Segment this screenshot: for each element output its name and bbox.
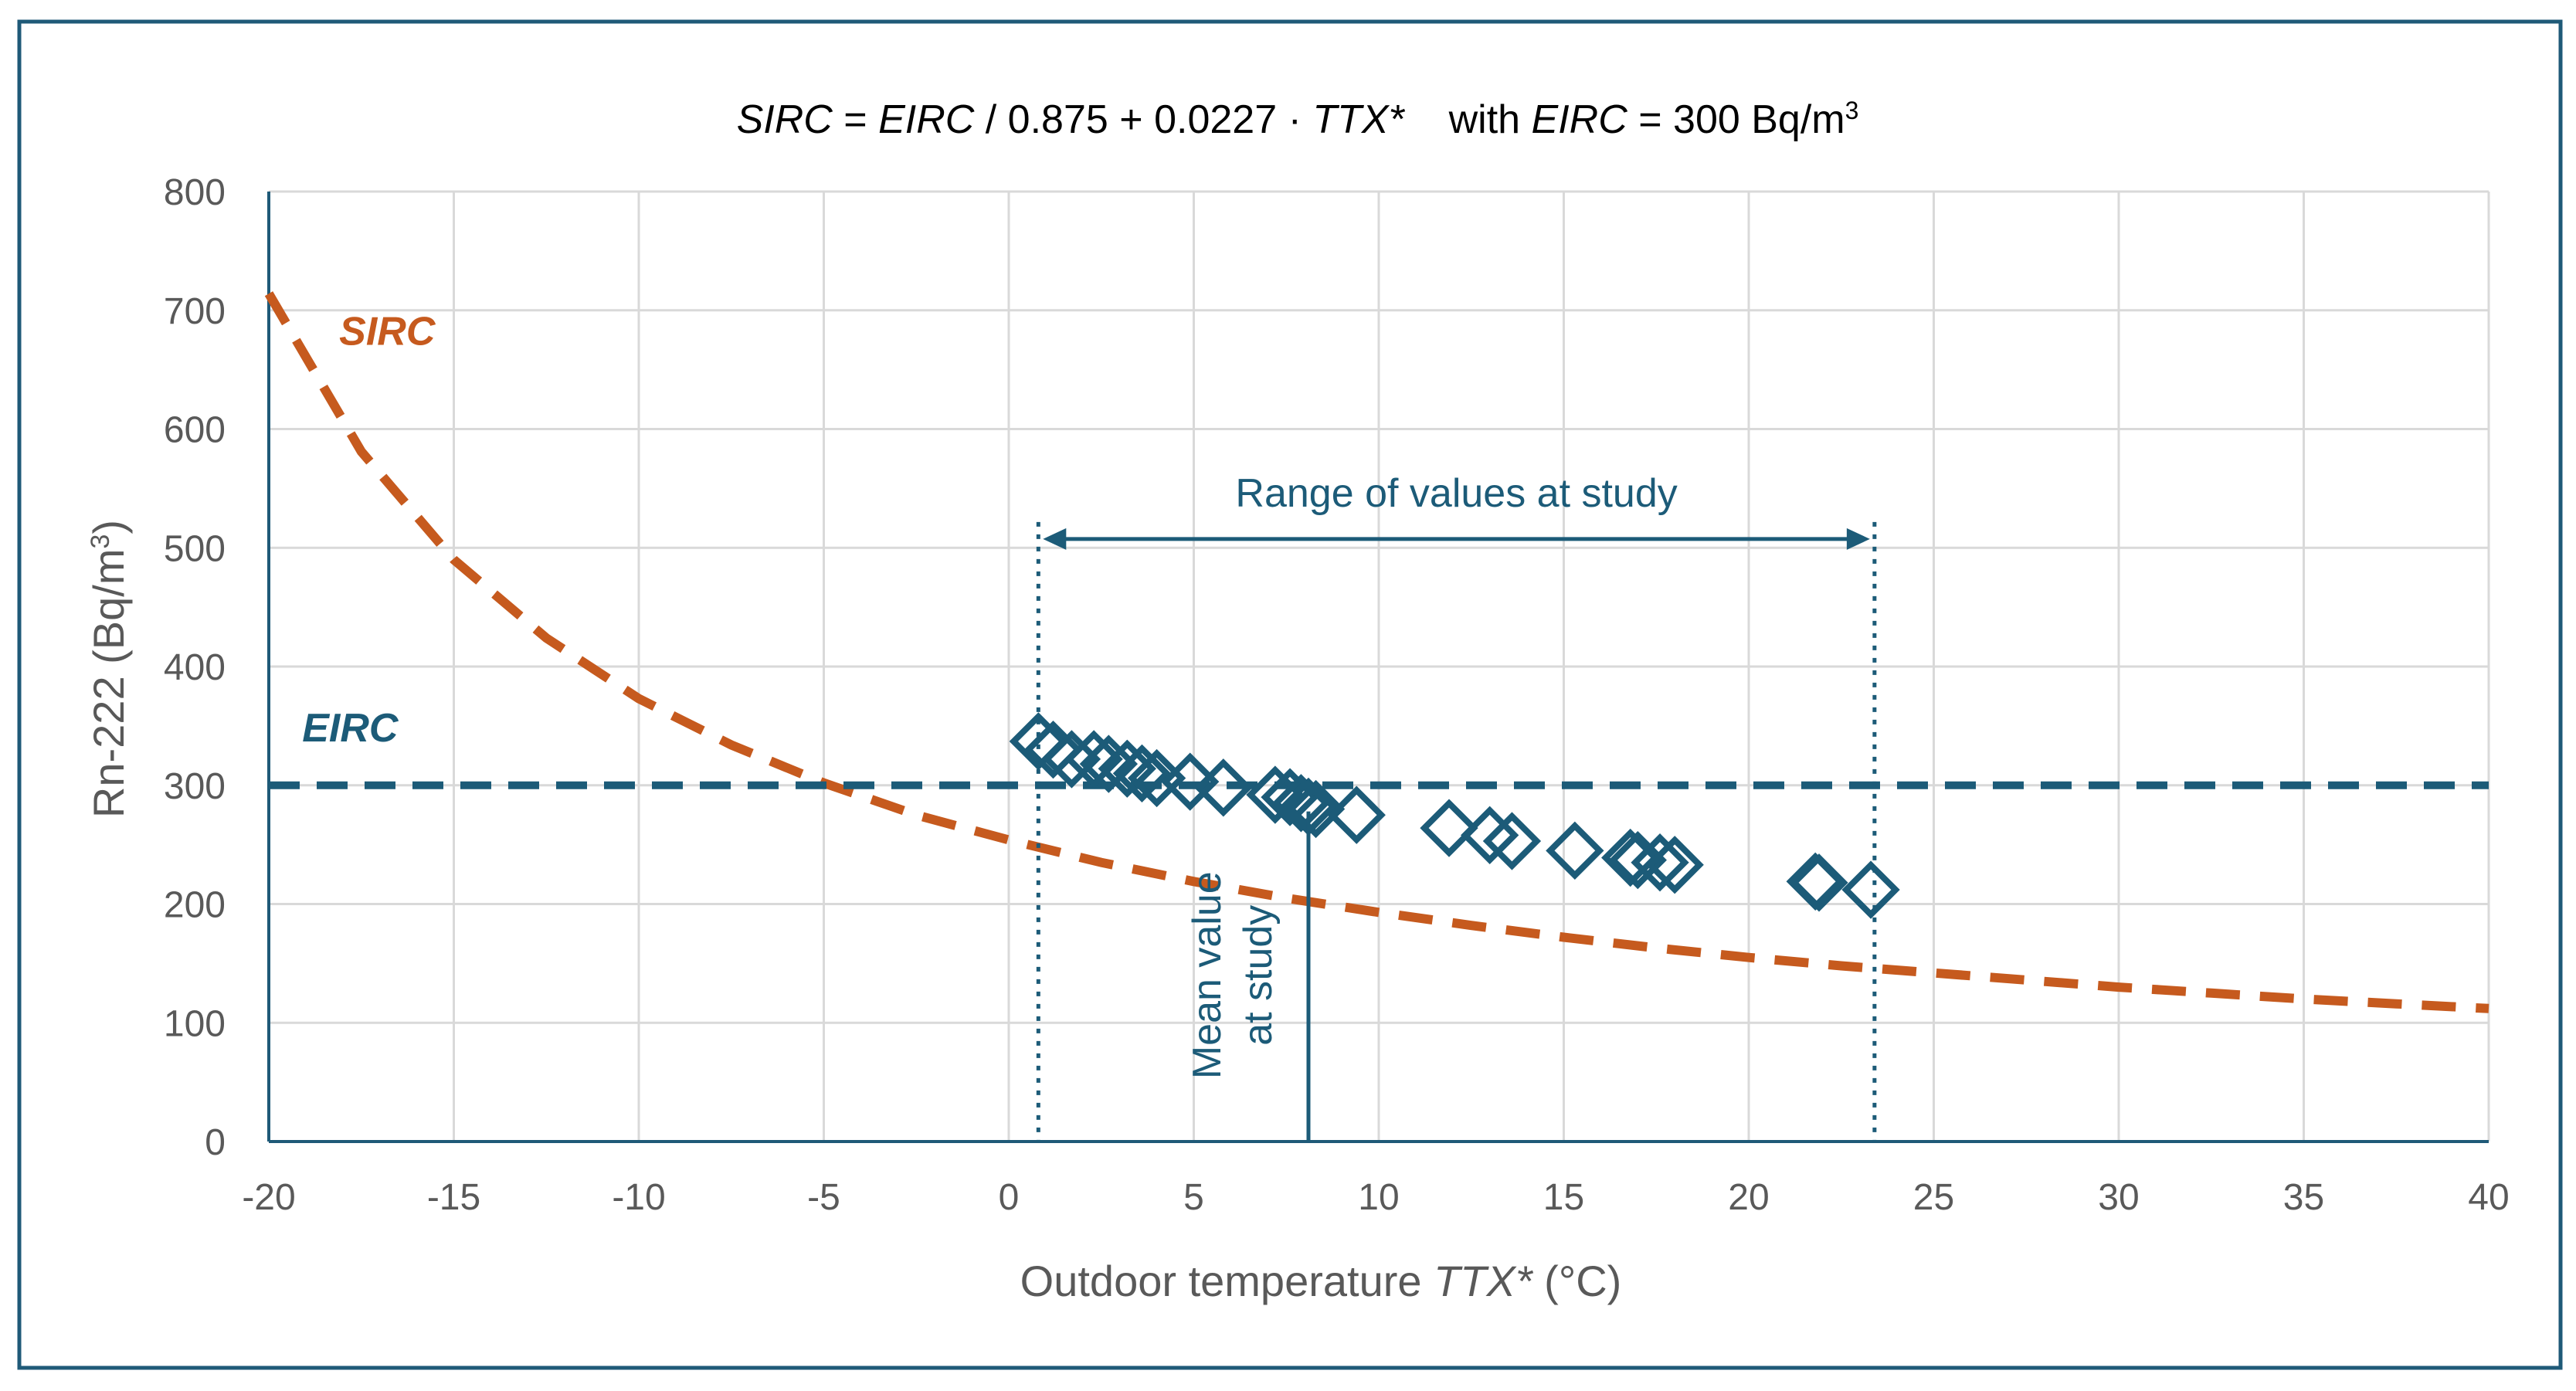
- x-axis-label-text: Outdoor temperature: [1020, 1257, 1434, 1305]
- observation-point: [1112, 744, 1172, 803]
- title-sup: 3: [1845, 97, 1859, 124]
- range-arrow-right-head: [1846, 528, 1870, 550]
- title-eirc: EIRC: [878, 97, 975, 142]
- y-tick-label: 800: [164, 172, 226, 213]
- x-tick-label: 30: [2098, 1177, 2139, 1218]
- y-tick-label: 0: [205, 1122, 226, 1163]
- annotations: Range of values at study Mean value at stu…: [302, 309, 1877, 1142]
- x-tick-label: 40: [2468, 1177, 2509, 1218]
- title-value: = 300 Bq/m: [1627, 97, 1845, 142]
- observation-point: [1079, 735, 1138, 793]
- observation-point: [1420, 799, 1478, 857]
- x-tick-label: 25: [1913, 1177, 1954, 1218]
- x-tick-label: -20: [242, 1177, 295, 1218]
- observation-point: [1645, 836, 1704, 894]
- x-tick-label: -5: [807, 1177, 840, 1218]
- chart-frame: [17, 19, 2563, 1370]
- y-tick-label: 500: [164, 528, 226, 569]
- series-layer: [264, 291, 2489, 1013]
- grid-lines: [269, 190, 2490, 1142]
- axes: -20 -15 -10 -5 0 5 10 15 20 25 30 35 400100200300400…: [164, 172, 2510, 1218]
- y-tick-label: 200: [164, 885, 226, 926]
- y-tick-label: 400: [164, 647, 226, 688]
- x-axis-label-italic: TTX*: [1434, 1257, 1534, 1305]
- observation-point: [1327, 785, 1386, 844]
- title-ttx: TTX*: [1312, 97, 1405, 142]
- range-arrow-left-head: [1043, 528, 1067, 550]
- observation-point: [1194, 758, 1253, 817]
- mean-label-line2: at study: [1236, 905, 1281, 1046]
- observation-point: [1608, 830, 1667, 890]
- y-tick-label: 700: [164, 291, 226, 332]
- observation-point: [1161, 752, 1220, 811]
- title-eirc-2: EIRC: [1532, 97, 1628, 142]
- observation-point: [1009, 712, 1067, 771]
- x-tick-label: 15: [1543, 1177, 1584, 1218]
- y-axis-label-text: Rn-222 (Bq/m: [84, 549, 133, 819]
- x-tick-label: -15: [427, 1177, 480, 1218]
- eirc-label: EIRC: [302, 706, 399, 751]
- title-eq: =: [833, 97, 878, 142]
- observation-point: [1023, 720, 1083, 779]
- y-tick-label: 100: [164, 1003, 226, 1044]
- range-label: Range of values at study: [1235, 471, 1677, 516]
- mean-label-line1: Mean value: [1185, 871, 1230, 1079]
- x-tick-label: -10: [612, 1177, 665, 1218]
- observation-point: [1064, 730, 1123, 789]
- chart-title: SIRC = EIRC / 0.875 + 0.0227 · TTX* with…: [737, 97, 1859, 142]
- observation-point: [1546, 821, 1604, 880]
- observation-point: [1841, 860, 1900, 919]
- x-axis-label-unit: (°C): [1532, 1257, 1622, 1305]
- y-axis-label-close: ): [84, 520, 133, 534]
- x-tick-label: 5: [1183, 1177, 1204, 1218]
- observation-point: [1631, 833, 1689, 892]
- observation-point: [1790, 853, 1848, 912]
- x-tick-label: 10: [1358, 1177, 1399, 1218]
- observation-point: [1286, 779, 1346, 839]
- x-tick-label: 0: [999, 1177, 1020, 1218]
- x-tick-label: 20: [1728, 1177, 1769, 1218]
- x-axis-label: Outdoor temperature TTX* (°C): [1020, 1257, 1622, 1305]
- observation-point: [1098, 739, 1156, 798]
- x-tick-label: 35: [2283, 1177, 2324, 1218]
- title-formula: / 0.875 + 0.0227 ·: [974, 97, 1312, 142]
- sirc-label: SIRC: [339, 309, 436, 354]
- y-axis-label-sup: 3: [86, 534, 115, 549]
- sirc-curve: [264, 291, 2489, 1013]
- observation-point: [1261, 768, 1319, 826]
- observation-point: [1042, 730, 1101, 789]
- observation-point: [1461, 806, 1519, 864]
- title-sirc: SIRC: [737, 97, 833, 142]
- y-axis-label: Rn-222 (Bq/m3): [84, 520, 133, 818]
- observation-point: [1482, 812, 1542, 870]
- y-tick-label: 300: [164, 766, 226, 807]
- title-with: with: [1404, 97, 1532, 142]
- y-tick-label: 600: [164, 410, 226, 451]
